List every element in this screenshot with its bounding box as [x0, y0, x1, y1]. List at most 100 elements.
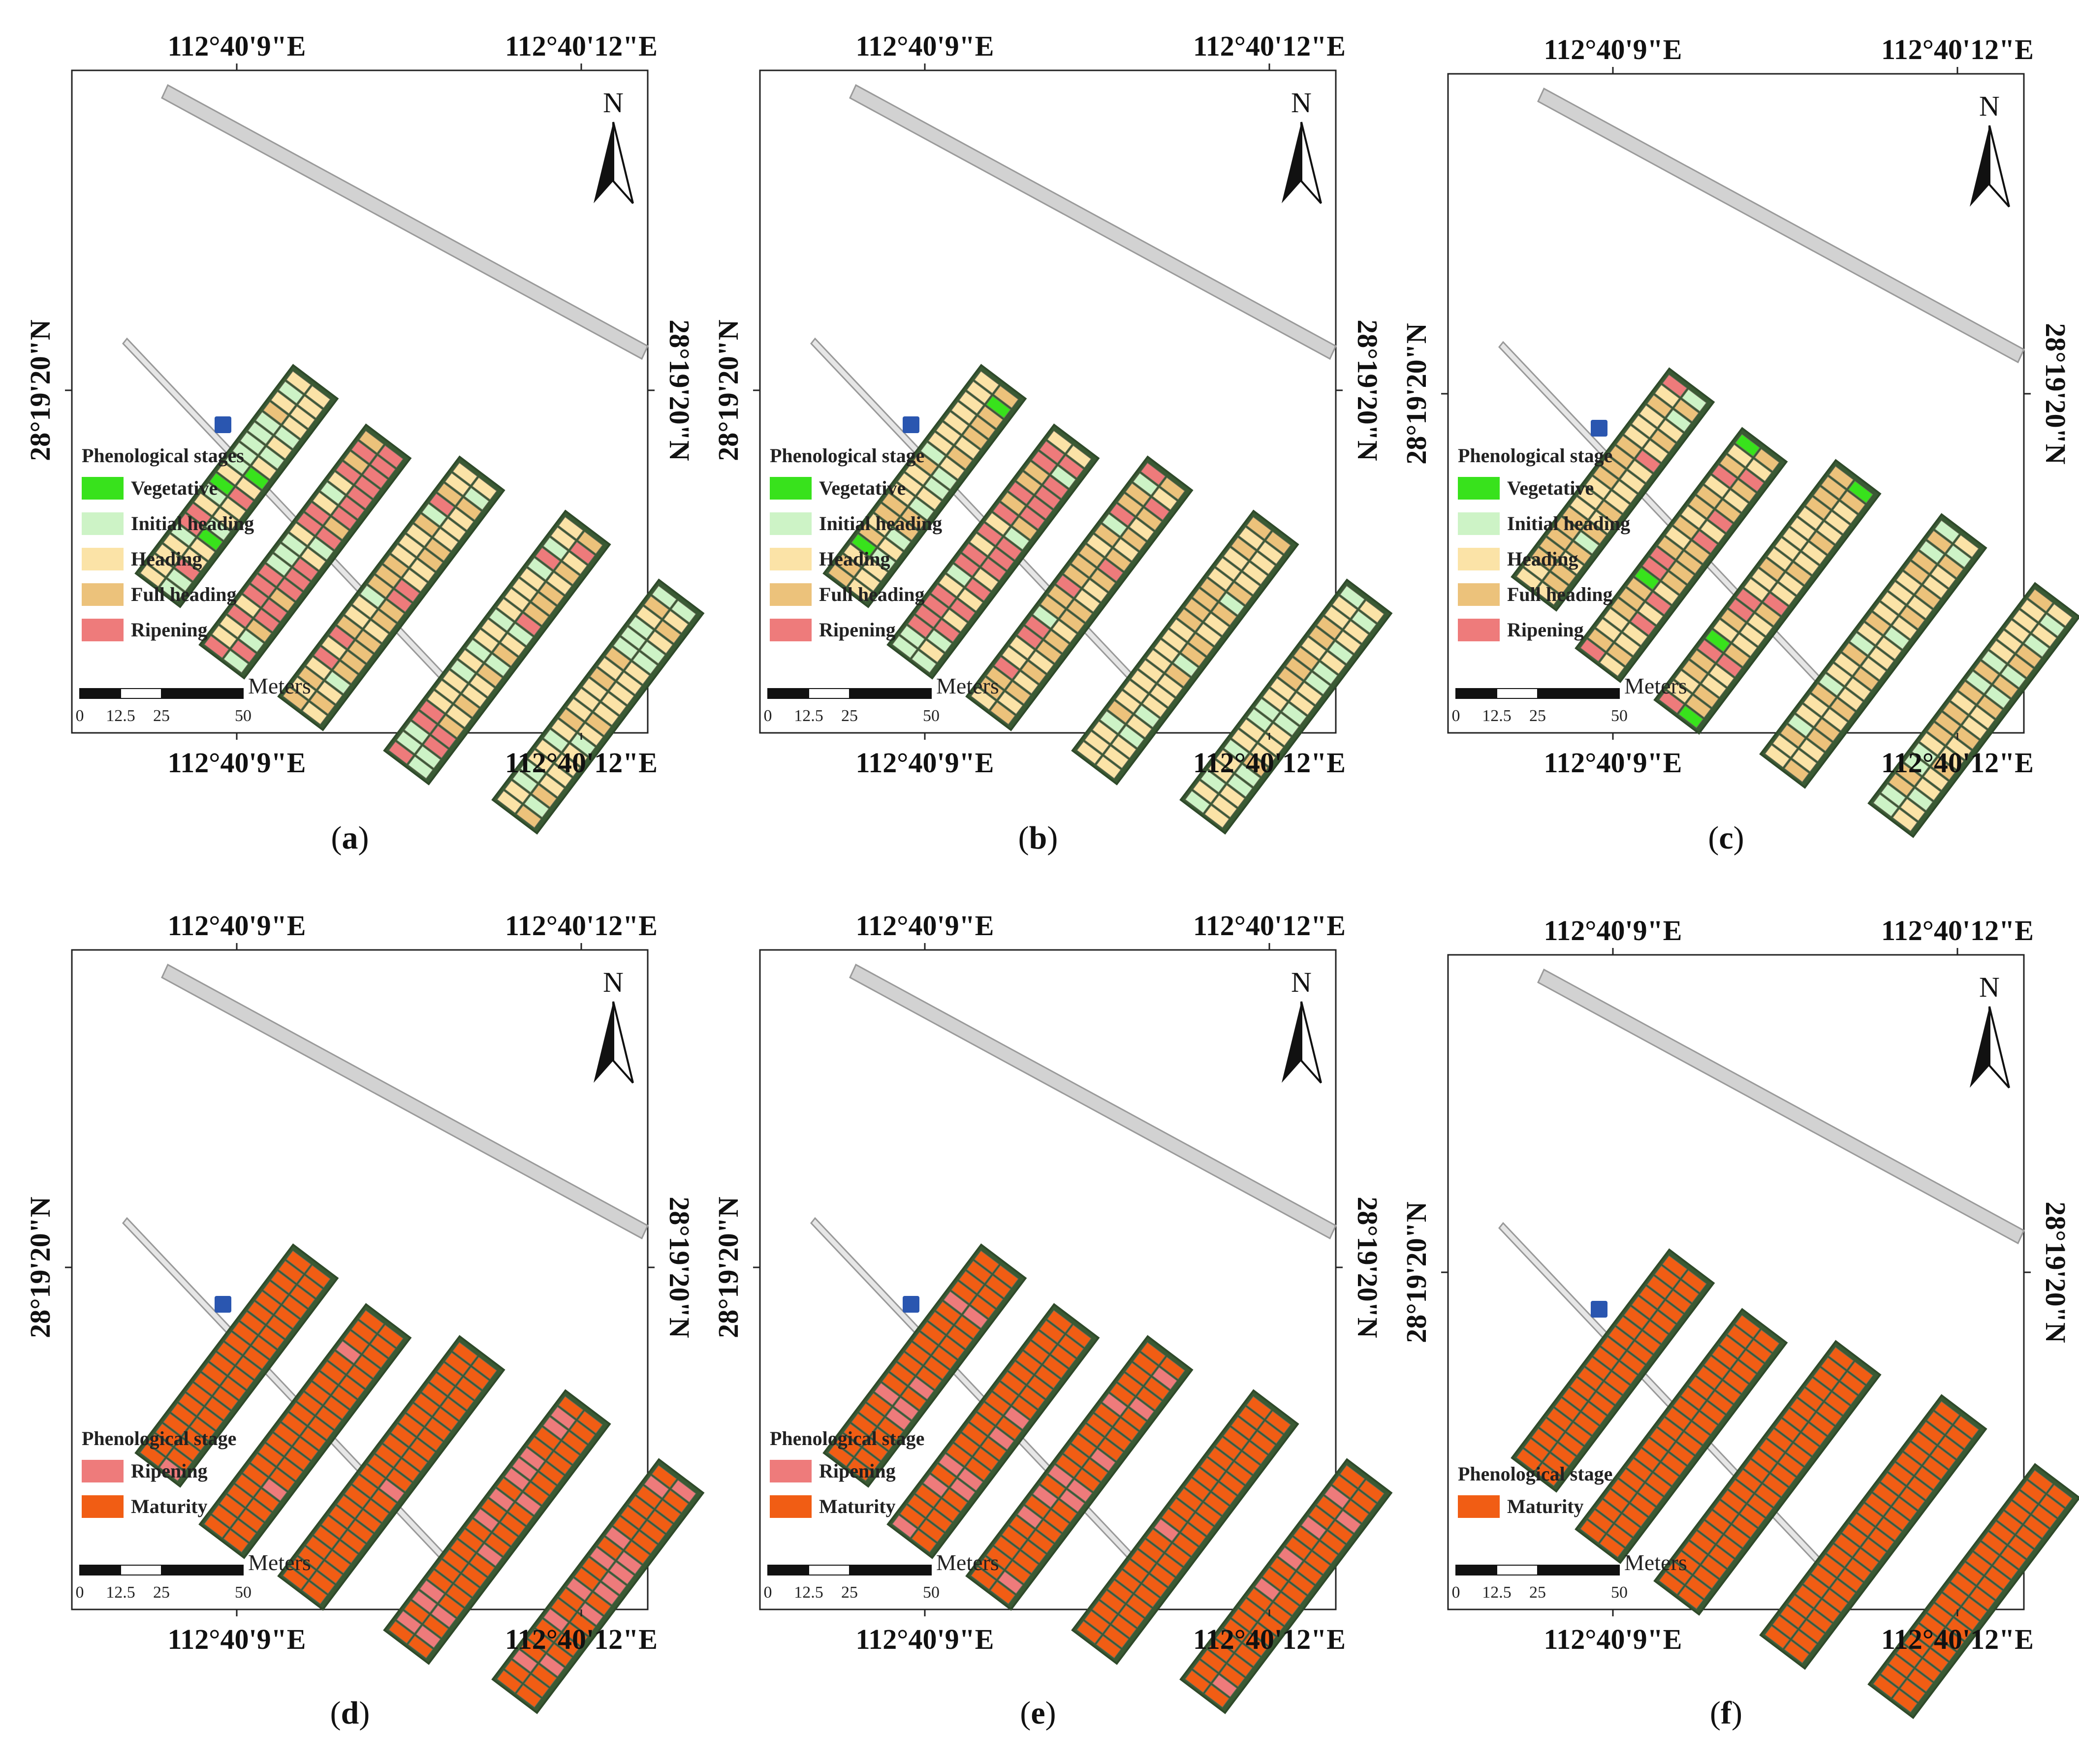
rice-parcel	[1025, 615, 1050, 639]
rice-parcel	[1270, 677, 1295, 701]
rice-parcel	[1129, 1397, 1155, 1420]
rice-parcel	[493, 643, 518, 667]
rice-parcel	[550, 527, 576, 550]
scale-tick-label: 0	[76, 1583, 84, 1602]
rice-parcel	[569, 541, 596, 565]
rice-parcel	[1857, 622, 1883, 645]
rice-parcel	[1105, 1428, 1132, 1451]
rice-parcel	[601, 1572, 627, 1595]
rice-parcel	[239, 1509, 264, 1532]
rice-parcel	[1599, 1534, 1625, 1558]
rice-parcel	[897, 472, 923, 496]
rice-parcel	[259, 1326, 284, 1349]
rice-parcel	[1880, 1472, 1906, 1496]
rice-parcel	[1231, 1608, 1257, 1632]
rice-parcel	[862, 558, 888, 582]
rice-parcel	[1813, 1367, 1839, 1390]
rice-parcel	[2024, 634, 2049, 658]
rice-parcel	[464, 1367, 490, 1390]
rice-parcel	[390, 1423, 416, 1447]
rice-parcel	[1289, 692, 1315, 716]
rice-parcel	[1619, 1468, 1644, 1492]
rice-parcel	[1966, 1552, 1991, 1575]
rice-parcel	[963, 1305, 988, 1329]
pond-marker	[903, 416, 919, 433]
rice-parcel	[1880, 591, 1906, 615]
rice-parcel	[1989, 640, 2015, 663]
scale-segment	[767, 1565, 809, 1575]
rice-parcel	[1020, 1386, 1045, 1409]
rice-parcel	[413, 513, 440, 536]
rice-parcel	[543, 729, 568, 752]
rice-parcel	[1098, 1438, 1124, 1461]
rice-parcel	[213, 507, 239, 531]
caption-letter: d	[341, 1695, 359, 1731]
rice-parcel	[1601, 455, 1626, 479]
rice-parcel	[481, 619, 506, 642]
rice-parcel	[1612, 480, 1638, 504]
rice-parcel	[1919, 1613, 1945, 1637]
rice-parcel	[1017, 1505, 1042, 1529]
rice-parcel	[1711, 1345, 1737, 1369]
rice-parcel	[427, 690, 452, 713]
rice-parcel	[1127, 715, 1152, 738]
rice-parcel	[907, 1494, 933, 1517]
rice-parcel	[1006, 681, 1031, 704]
rice-parcel	[178, 513, 204, 536]
rice-parcel	[1711, 464, 1737, 488]
rice-parcel	[316, 527, 342, 550]
rice-parcel	[1701, 674, 1727, 698]
rice-parcel	[934, 619, 960, 642]
rice-parcel	[333, 1540, 358, 1564]
rice-parcel	[317, 681, 343, 704]
rice-parcel	[1173, 1533, 1198, 1556]
rice-parcel	[466, 639, 491, 662]
rice-parcel	[442, 1549, 468, 1573]
rice-parcel	[512, 1457, 537, 1480]
rice-parcel	[1212, 1674, 1237, 1698]
caption-paren-close: )	[1047, 820, 1058, 856]
rice-parcel	[383, 1434, 409, 1457]
rice-parcel	[1659, 1572, 1684, 1595]
rice-parcel	[1828, 1347, 1854, 1370]
rice-parcel	[1819, 673, 1844, 696]
rice-parcel	[1682, 660, 1707, 683]
rice-parcel	[1876, 1517, 1902, 1541]
rice-parcel	[1830, 698, 1856, 721]
rice-parcel	[878, 538, 904, 561]
rice-parcel	[1938, 555, 1964, 578]
rice-parcel	[1823, 708, 1848, 731]
rice-parcel	[1611, 598, 1637, 621]
rice-parcel	[298, 666, 323, 690]
rice-parcel	[1930, 565, 1956, 589]
rice-parcel	[1144, 497, 1170, 521]
rice-parcel	[1550, 1443, 1576, 1466]
rice-parcel	[1071, 554, 1097, 577]
rice-parcel	[1103, 746, 1129, 769]
rice-parcel	[636, 606, 662, 629]
legend-swatch	[82, 548, 124, 570]
scale-tick-label: 50	[923, 1583, 940, 1602]
rice-parcel	[986, 1546, 1011, 1570]
scale-segment	[79, 1565, 121, 1575]
rice-parcel	[559, 708, 584, 732]
panel-caption: (e)	[1020, 1695, 1056, 1731]
rice-parcel	[1227, 1654, 1253, 1677]
rice-parcel	[193, 1372, 219, 1395]
scale-tick-label: 25	[153, 707, 170, 725]
rice-parcel	[1922, 1456, 1949, 1480]
rice-parcel	[1666, 409, 1692, 433]
field-map	[1498, 968, 2079, 1719]
rice-parcel	[275, 426, 300, 449]
rice-parcel	[1888, 581, 1914, 604]
panel-caption: (f)	[1710, 1695, 1742, 1731]
rice-parcel	[1242, 1441, 1268, 1465]
legend-swatch	[770, 1460, 812, 1482]
rice-parcel	[1755, 1484, 1781, 1507]
rice-parcel	[335, 1340, 361, 1364]
rice-parcel	[1915, 1659, 1941, 1682]
rice-parcel	[1884, 627, 1910, 650]
rice-parcel	[1293, 647, 1319, 670]
